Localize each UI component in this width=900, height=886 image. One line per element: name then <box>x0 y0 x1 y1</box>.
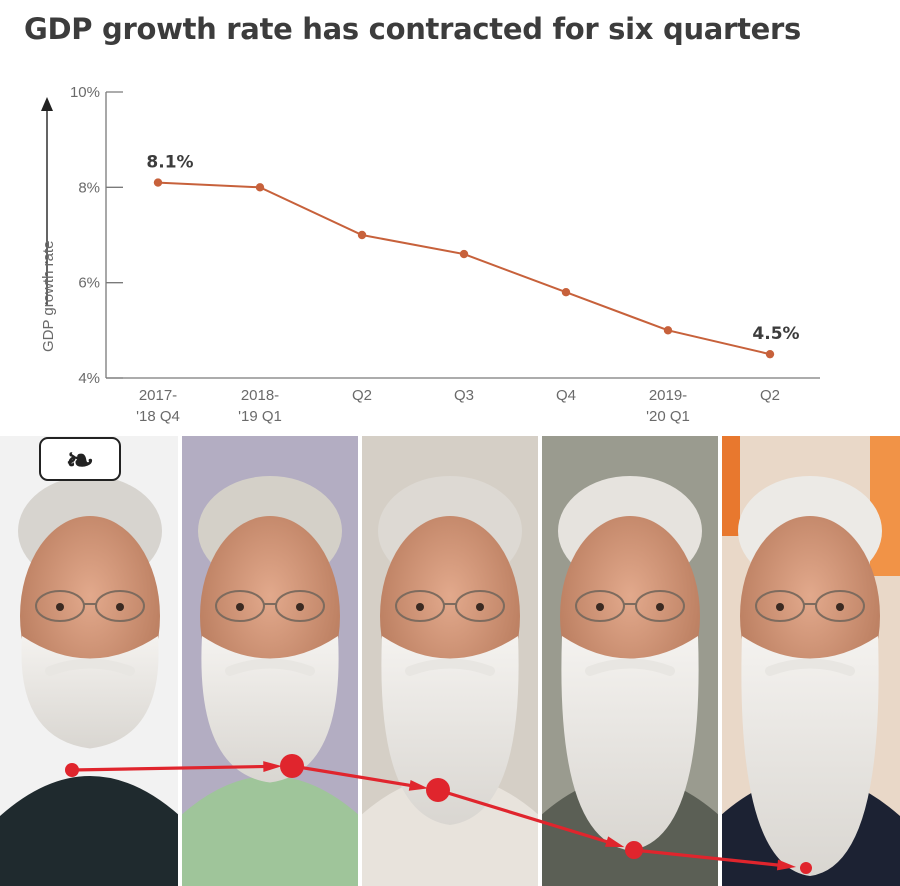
clothing <box>360 776 540 886</box>
series-line <box>157 181 771 356</box>
trend-arrow <box>437 788 618 847</box>
x-tick: 2019- '20 Q1 <box>646 387 690 425</box>
x-tick-label: Q2 <box>760 387 780 404</box>
y-tick: 4% <box>78 370 123 387</box>
eye <box>116 603 124 611</box>
x-tick-label: Q3 <box>454 387 474 404</box>
logo-icon: ❧ <box>39 437 121 481</box>
arrow-head-icon <box>776 859 797 871</box>
data-point <box>765 349 775 359</box>
eye <box>296 603 304 611</box>
arrow-head-icon <box>604 836 625 848</box>
x-tick: 2018- '19 Q1 <box>238 387 282 425</box>
glasses-icon <box>755 590 805 622</box>
trend-arrow <box>71 764 275 772</box>
eye <box>236 603 244 611</box>
trend-arrow <box>291 764 421 789</box>
data-point <box>663 326 673 335</box>
data-label: 4.5% <box>752 324 799 344</box>
flag-stripe-icon <box>720 436 740 536</box>
trend-point <box>426 778 450 802</box>
photo-panel <box>0 436 180 886</box>
photo-panel <box>178 436 360 886</box>
x-tick: Q4 <box>556 387 576 404</box>
glasses-icon <box>455 590 505 622</box>
eye <box>776 603 784 611</box>
y-axis-arrow-icon <box>41 97 53 306</box>
chart-title: GDP growth rate has contracted for six q… <box>24 12 801 46</box>
photo-strip: ❧ <box>0 436 900 886</box>
x-tick-label: 2019- <box>649 387 687 404</box>
glasses-icon <box>635 590 685 622</box>
y-tick: 8% <box>78 179 123 196</box>
eye <box>836 603 844 611</box>
photo-panel <box>538 436 720 886</box>
glasses-icon <box>275 590 325 622</box>
data-point <box>153 178 163 187</box>
y-tick-label: 6% <box>78 275 100 292</box>
x-tick: Q3 <box>454 387 474 404</box>
x-tick: Q2 <box>352 387 372 404</box>
y-tick-label: 4% <box>78 370 100 387</box>
eye <box>476 603 484 611</box>
data-label: 8.1% <box>146 153 193 173</box>
glasses-icon <box>815 590 865 622</box>
moustache <box>225 658 315 676</box>
moustache <box>405 658 495 676</box>
moustache <box>765 658 855 676</box>
x-tick-label: 2018- <box>241 387 279 404</box>
glasses-icon <box>575 590 625 622</box>
data-point <box>459 249 469 259</box>
eye <box>656 603 664 611</box>
beard <box>561 636 699 851</box>
y-axis-label: GDP growth rate <box>40 241 57 352</box>
x-tick-label: '18 Q4 <box>136 408 180 425</box>
eye <box>416 603 424 611</box>
trend-point <box>800 862 812 874</box>
y-tick-label: 8% <box>78 179 100 196</box>
y-tick: 6% <box>78 275 123 292</box>
x-tick-label: Q4 <box>556 387 576 404</box>
x-tick-label: '19 Q1 <box>238 408 282 425</box>
data-point <box>561 288 571 297</box>
trend-point <box>65 763 79 777</box>
logo-glyph-icon: ❧ <box>66 441 95 481</box>
glasses-icon <box>35 590 85 622</box>
x-tick: Q2 <box>760 387 780 404</box>
trend-point <box>280 754 304 778</box>
data-point <box>255 183 265 192</box>
glasses-icon <box>95 590 145 622</box>
photo-panel <box>358 436 540 886</box>
eye <box>596 603 604 611</box>
moustache <box>45 658 135 676</box>
data-point <box>357 230 367 240</box>
y-tick-label: 10% <box>70 84 100 101</box>
beard <box>381 636 519 825</box>
clothing <box>180 776 360 886</box>
moustache <box>585 658 675 676</box>
photo-panel <box>718 436 900 886</box>
x-tick-label: Q2 <box>352 387 372 404</box>
glasses-icon <box>395 590 445 622</box>
clothing <box>0 776 180 886</box>
x-tick-label: '20 Q1 <box>646 408 690 425</box>
x-tick: 2017- '18 Q4 <box>136 387 180 425</box>
eye <box>56 603 64 611</box>
y-tick: 10% <box>70 84 123 101</box>
trend-arrow <box>633 848 789 868</box>
beard <box>741 636 879 876</box>
arrow-head-icon <box>263 761 283 772</box>
line-chart: GDP growth rate 4% 6% 8% 10% 2017- '18 Q4 2018… <box>40 84 820 425</box>
x-tick-label: 2017- <box>139 387 177 404</box>
arrow-head-icon <box>408 779 429 791</box>
glasses-icon <box>215 590 265 622</box>
trend-point <box>625 841 643 859</box>
